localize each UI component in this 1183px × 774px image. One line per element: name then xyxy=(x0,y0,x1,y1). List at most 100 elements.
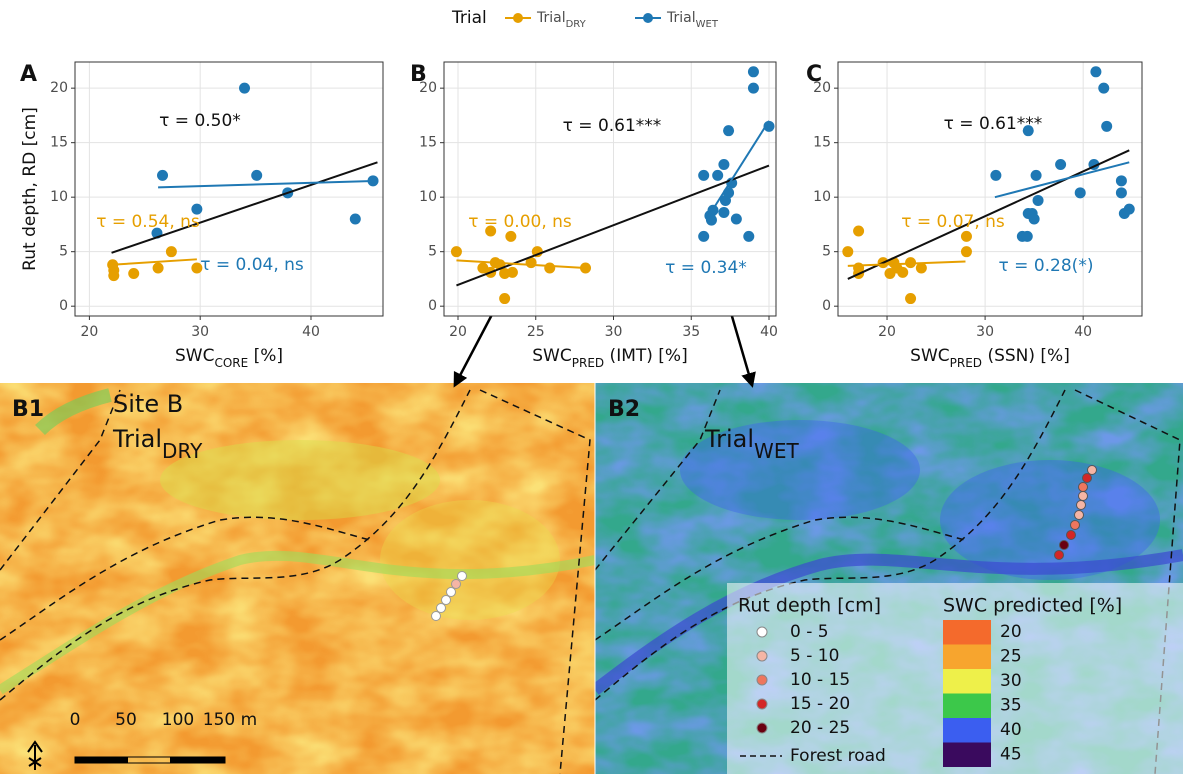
legend-label: 20 - 25 xyxy=(790,718,850,738)
scale-label: 0 xyxy=(70,710,81,730)
map-label: B2 xyxy=(608,397,640,422)
trial-label: TrialDRY xyxy=(112,425,203,463)
point xyxy=(1123,203,1135,215)
y-tick-label: 20 xyxy=(419,80,437,96)
x-tick-label: 35 xyxy=(682,324,700,340)
text-part: Trial xyxy=(704,425,754,453)
point xyxy=(1032,194,1044,206)
legend-key-dot xyxy=(756,722,768,734)
trend-line xyxy=(456,164,770,287)
annotation: τ = 0.04, ns xyxy=(200,255,304,275)
subscript: WET xyxy=(696,19,719,30)
point xyxy=(157,169,169,181)
point xyxy=(191,203,203,215)
text-part: (SSN) [%] xyxy=(982,346,1070,366)
legend-label: 25 xyxy=(1000,647,1022,667)
scale-label: 150 m xyxy=(203,710,257,730)
point xyxy=(842,246,854,258)
trend-line xyxy=(847,260,966,267)
annotation: τ = 0.00, ns xyxy=(468,212,572,232)
point xyxy=(723,125,735,137)
point xyxy=(915,262,927,274)
point xyxy=(960,246,972,258)
site-label: Site B xyxy=(113,390,183,418)
y-tick-label: 10 xyxy=(419,189,437,205)
point xyxy=(1090,66,1102,78)
point xyxy=(718,206,730,218)
subscript: PRED xyxy=(950,356,982,370)
trend-line xyxy=(994,161,1130,199)
subscript: DRY xyxy=(566,19,587,30)
point xyxy=(505,230,517,242)
legend-key-dot xyxy=(643,13,653,23)
point xyxy=(718,158,730,170)
text-part: [%] xyxy=(248,346,283,366)
y-tick-label: 15 xyxy=(50,135,68,151)
legend-key-dot xyxy=(756,674,768,686)
panel-label: A xyxy=(20,62,37,87)
y-tick-label: 0 xyxy=(822,298,831,314)
point xyxy=(499,293,511,305)
legend-label: 30 xyxy=(1000,671,1022,691)
text-part: Trial xyxy=(536,10,566,26)
legend-swatch xyxy=(943,742,991,767)
point xyxy=(128,267,140,279)
plot-area xyxy=(75,62,383,316)
legend-label: 5 - 10 xyxy=(790,646,839,666)
legend-key-dot xyxy=(756,626,768,638)
legend-label: TrialWET xyxy=(666,10,719,30)
point xyxy=(1101,120,1113,132)
legend-label: 15 - 20 xyxy=(790,694,850,714)
point xyxy=(165,246,177,258)
legend-label: 10 - 15 xyxy=(790,670,850,690)
point xyxy=(905,293,917,305)
y-tick-label: 5 xyxy=(59,244,68,260)
map-wet xyxy=(595,383,1183,774)
legend-title: Trial xyxy=(451,8,487,28)
panel-label: B xyxy=(410,62,427,87)
trial-label: TrialWET xyxy=(704,425,799,463)
legend-key-dot xyxy=(756,698,768,710)
legend-label: 40 xyxy=(1000,720,1022,740)
point xyxy=(1055,158,1067,170)
point xyxy=(1028,213,1040,225)
annotation: τ = 0.28(*) xyxy=(999,256,1094,276)
annotation: τ = 0.54, ns xyxy=(96,212,200,232)
panel-label: C xyxy=(806,62,822,87)
point xyxy=(1030,169,1042,181)
x-tick-label: 25 xyxy=(527,324,545,340)
point xyxy=(1115,175,1127,187)
x-axis-label: SWCPRED (IMT) [%] xyxy=(532,346,687,370)
trend-line xyxy=(705,120,770,220)
point xyxy=(108,270,120,282)
y-tick-label: 0 xyxy=(428,298,437,314)
annotation: τ = 0.50* xyxy=(159,111,241,131)
point xyxy=(743,230,755,242)
subscript: PRED xyxy=(572,356,604,370)
y-tick-label: 0 xyxy=(59,298,68,314)
point xyxy=(853,225,865,237)
x-tick-label: 20 xyxy=(80,324,98,340)
point xyxy=(506,266,518,278)
point xyxy=(747,66,759,78)
point xyxy=(990,169,1002,181)
legend-key-dot xyxy=(756,650,768,662)
point xyxy=(191,262,203,274)
x-axis-label: SWCCORE [%] xyxy=(175,346,283,370)
point xyxy=(960,230,972,242)
legend-swatch xyxy=(943,693,991,718)
point xyxy=(251,169,263,181)
y-tick-label: 20 xyxy=(50,80,68,96)
point xyxy=(747,82,759,94)
legend-swatch xyxy=(943,669,991,694)
text-part: (IMT) [%] xyxy=(604,346,688,366)
x-tick-label: 30 xyxy=(191,324,209,340)
scale-label: 50 xyxy=(115,710,137,730)
point xyxy=(450,246,462,258)
legend-label: 35 xyxy=(1000,696,1022,716)
text-part: Trial xyxy=(666,10,696,26)
plot-border xyxy=(74,61,384,317)
y-axis-label: Rut depth, RD [cm] xyxy=(20,107,40,271)
point xyxy=(1098,82,1110,94)
